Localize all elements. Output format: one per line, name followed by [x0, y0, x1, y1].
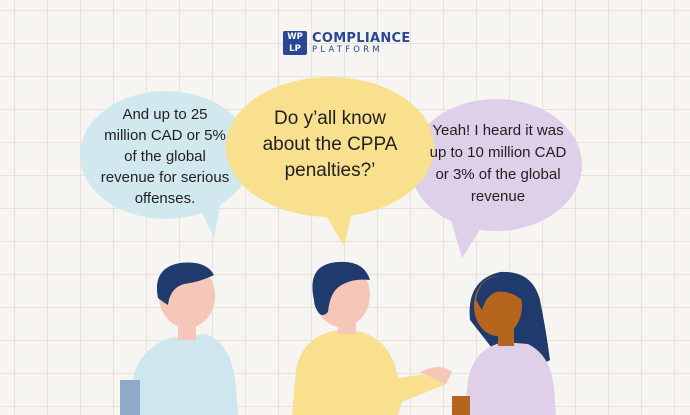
logo-subtitle: PLATFORM [312, 44, 383, 55]
bubble-left-line-3: of the global [124, 147, 206, 165]
bubble-right-line-4: revenue [470, 188, 526, 205]
logo-text: COMPLIANCE PLATFORM [312, 32, 411, 55]
logo-mark-bottom: LP [289, 44, 301, 54]
bubble-left-line-4: revenue for serious [100, 168, 230, 186]
speech-bubble-middle-text: Do y’all know about the CPPA penalties?’ [240, 100, 420, 190]
logo: WP LP COMPLIANCE PLATFORM [283, 30, 411, 56]
bubble-right-line-3: or 3% of the global [435, 166, 561, 183]
speech-bubble-left-text: And up to 25 million CAD or 5% of the gl… [90, 100, 240, 212]
bubble-left-line-2: million CAD or 5% [104, 126, 226, 144]
logo-mark: WP LP [283, 31, 307, 55]
person-right [452, 271, 556, 415]
bubble-middle-line-2: about the CPPA [262, 134, 398, 155]
speech-bubble-right [410, 99, 582, 258]
person-middle [292, 261, 452, 415]
person-left [120, 262, 238, 415]
bubble-right-line-1: Yeah! I heard it was [432, 122, 564, 139]
bubble-middle-line-3: penalties?’ [284, 160, 376, 181]
bubble-left-line-1: And up to 25 [122, 105, 208, 123]
speech-bubble-middle [226, 77, 434, 246]
bubble-right-line-2: up to 10 million CAD [429, 144, 567, 161]
logo-title: COMPLIANCE [312, 30, 411, 46]
speech-bubble-right-text: Yeah! I heard it was up to 10 million CA… [418, 114, 578, 214]
bubble-left-line-5: offenses. [134, 189, 196, 207]
speech-bubble-left [80, 91, 252, 238]
logo-mark-top: WP [287, 32, 303, 42]
bubble-middle-line-1: Do y’all know [274, 108, 386, 129]
